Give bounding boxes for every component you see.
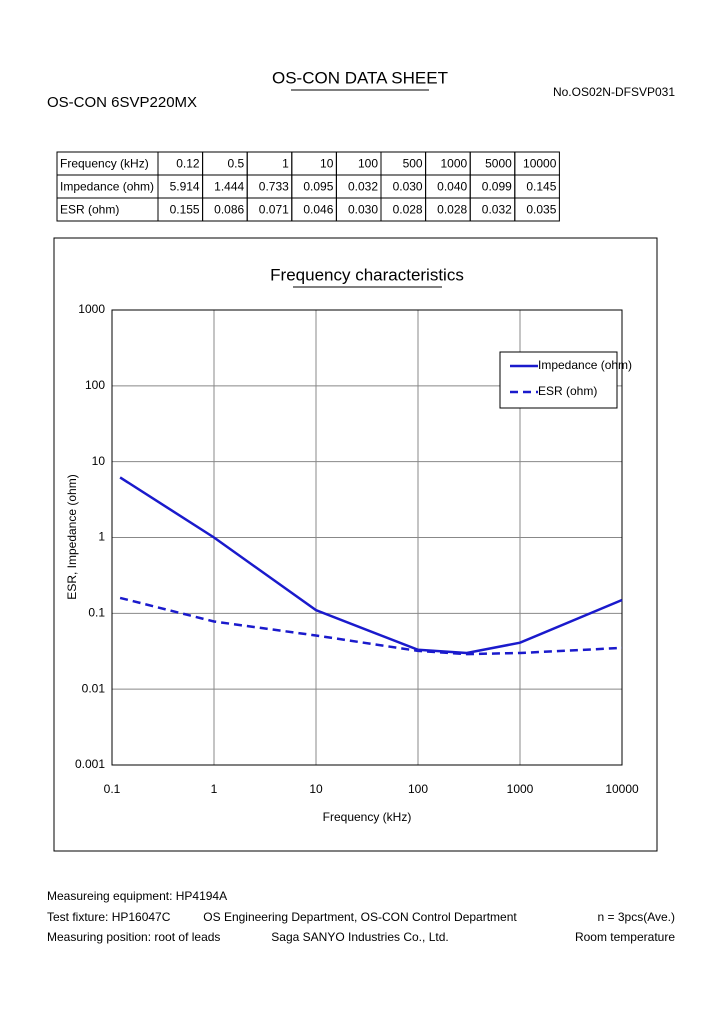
x-tick-label: 10000 bbox=[605, 782, 639, 796]
cell-text: 1 bbox=[282, 157, 289, 171]
y-tick-label: 0.001 bbox=[75, 757, 105, 771]
footer-text: Room temperature bbox=[575, 930, 675, 944]
cell-text: 0.046 bbox=[303, 203, 333, 217]
cell-text: 0.155 bbox=[170, 203, 200, 217]
x-tick-label: 10 bbox=[309, 782, 323, 796]
cell-text: 1000 bbox=[440, 157, 467, 171]
cell-text: 0.095 bbox=[303, 180, 333, 194]
x-tick-label: 1 bbox=[211, 782, 218, 796]
y-tick-label: 100 bbox=[85, 378, 105, 392]
table: Frequency (kHz) 0.12 0.5 1 10 100 500 1000 5000 1… bbox=[56, 151, 560, 222]
cell-text: 5000 bbox=[485, 157, 512, 171]
cell-text: 0.028 bbox=[393, 203, 423, 217]
cell-text: 0.028 bbox=[437, 203, 467, 217]
y-axis-label: ESR, Impedance (ohm) bbox=[65, 474, 79, 599]
cell-text: 0.145 bbox=[526, 180, 556, 194]
y-tick-label: 0.01 bbox=[82, 681, 106, 695]
chart: Frequency characteristics0.0010.010.1110… bbox=[65, 265, 639, 824]
cell-text: 0.086 bbox=[214, 203, 244, 217]
legend-box bbox=[499, 351, 618, 409]
cell-text: 0.5 bbox=[228, 157, 245, 171]
y-tick-label: 1 bbox=[98, 530, 105, 544]
plot-area bbox=[111, 309, 623, 766]
legend-label: Impedance (ohm) bbox=[538, 358, 632, 372]
cell-text: ESR (ohm) bbox=[60, 203, 119, 217]
cell-text: 0.030 bbox=[348, 203, 378, 217]
cell-text: Impedance (ohm) bbox=[60, 180, 154, 194]
chart-frame bbox=[53, 237, 658, 852]
cell-text: 500 bbox=[403, 157, 423, 171]
table-cell bbox=[514, 197, 560, 222]
cell-text: 1.444 bbox=[214, 180, 244, 194]
cell-text: 100 bbox=[358, 157, 378, 171]
footer-text: n = 3pcs(Ave.) bbox=[598, 910, 675, 924]
cell-text: 0.040 bbox=[437, 180, 467, 194]
cell-text: 10 bbox=[320, 157, 334, 171]
footer-text: OS Engineering Department, OS-CON Contro… bbox=[203, 910, 517, 924]
footer-text: Measuring position: root of leads bbox=[47, 930, 220, 944]
cell-text: 0.071 bbox=[259, 203, 289, 217]
y-tick-label: 1000 bbox=[78, 302, 105, 316]
x-tick-label: 1000 bbox=[507, 782, 534, 796]
doc-number: No.OS02N-DFSVP031 bbox=[553, 85, 675, 99]
cell-text: 0.032 bbox=[482, 203, 512, 217]
series-line bbox=[119, 596, 623, 656]
cell-text: 0.733 bbox=[259, 180, 289, 194]
cell-text: 5.914 bbox=[170, 180, 200, 194]
doc-title: OS-CON DATA SHEET bbox=[272, 68, 448, 87]
cell-text: 0.035 bbox=[526, 203, 556, 217]
cell-text: 0.030 bbox=[393, 180, 423, 194]
footer: Measureing equipment: HP4194A Test fixtur… bbox=[47, 889, 675, 944]
y-tick-label: 0.1 bbox=[88, 606, 105, 620]
chart-title: Frequency characteristics bbox=[270, 265, 464, 284]
x-tick-label: 0.1 bbox=[104, 782, 121, 796]
footer-text: Saga SANYO Industries Co., Ltd. bbox=[271, 930, 448, 944]
cell-text: Frequency (kHz) bbox=[60, 157, 149, 171]
legend-label: ESR (ohm) bbox=[538, 384, 597, 398]
model: OS-CON 6SVP220MX bbox=[47, 94, 197, 111]
cell-text: 0.099 bbox=[482, 180, 512, 194]
series-line bbox=[119, 476, 623, 655]
x-axis-label: Frequency (kHz) bbox=[323, 810, 412, 824]
footer-text: Measureing equipment: HP4194A bbox=[47, 889, 227, 903]
cell-text: 0.12 bbox=[176, 157, 200, 171]
cell-text: 0.032 bbox=[348, 180, 378, 194]
y-tick-label: 10 bbox=[92, 454, 106, 468]
x-tick-label: 100 bbox=[408, 782, 428, 796]
footer-text: Test fixture: HP16047C bbox=[47, 910, 171, 924]
cell-text: 10000 bbox=[523, 157, 557, 171]
